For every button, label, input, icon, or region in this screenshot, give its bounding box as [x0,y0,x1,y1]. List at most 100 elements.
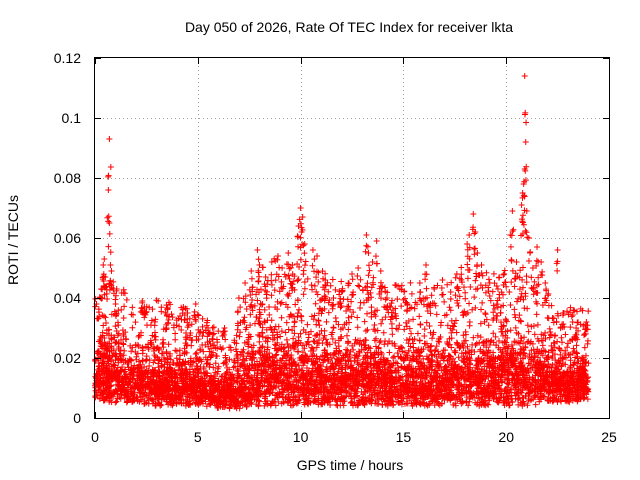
data-point [455,354,462,361]
data-point [112,340,119,347]
data-point [498,326,505,333]
data-point [257,321,264,328]
data-point [450,401,457,408]
data-point [261,402,268,409]
data-point [329,335,336,342]
data-point [384,340,391,347]
data-point [453,329,460,336]
data-point [499,328,506,335]
data-point [532,401,539,408]
data-point [465,402,472,409]
data-point [283,336,290,343]
data-point [245,343,252,350]
data-point [342,357,349,364]
data-point [428,342,435,349]
data-point [275,323,282,330]
data-point [334,402,341,409]
data-point [531,331,538,338]
data-point [490,330,497,337]
data-point [451,349,458,356]
data-point [214,365,221,372]
data-point [567,357,574,364]
data-point [176,347,183,354]
chart-title: Day 050 of 2026, Rate Of TEC Index for r… [185,19,513,35]
data-point [146,362,153,369]
data-points [92,73,592,412]
data-point [562,347,569,354]
data-point [283,319,290,326]
data-point [386,349,393,356]
data-point [256,338,263,345]
data-point [173,355,180,362]
data-point [346,352,353,359]
data-point [545,360,552,367]
data-point [344,332,351,339]
data-point [285,326,292,333]
data-point [96,337,103,344]
data-point [271,335,278,342]
data-point [298,317,305,324]
data-point [429,335,436,342]
data-point [282,329,289,336]
data-point [323,318,330,325]
data-point [221,359,228,366]
data-point [119,363,126,370]
data-point [278,314,285,321]
data-point [570,345,577,352]
data-point [406,336,413,343]
data-point [362,327,369,334]
data-point [121,347,128,354]
data-point [143,353,150,360]
data-point [285,343,292,350]
data-point [404,372,411,379]
data-point [291,319,298,326]
data-point [278,328,285,335]
data-point [333,401,340,408]
data-point [281,344,288,351]
data-point [352,336,359,343]
data-point [508,342,515,349]
data-point [403,337,410,344]
data-point [477,334,484,341]
data-point [128,348,135,355]
data-point [427,348,434,355]
data-point [426,347,433,354]
data-point [525,328,532,335]
data-point [556,345,563,352]
data-point [304,321,311,328]
data-point [330,324,337,331]
data-point [550,339,557,346]
data-point [316,322,323,329]
data-point [203,360,210,367]
data-point [223,360,230,367]
data-point [390,354,397,361]
data-point [528,323,535,330]
data-point [433,343,440,350]
data-point [485,322,492,329]
data-point [448,329,455,336]
data-point [414,330,421,337]
data-point [486,341,493,348]
data-point [444,384,451,391]
data-point [524,402,531,409]
data-point [492,333,499,340]
data-point [203,403,210,410]
data-point [255,331,262,338]
data-point [210,364,217,371]
data-point [290,335,297,342]
data-point [492,391,499,398]
data-point [364,326,371,333]
data-point [245,349,252,356]
data-point [458,350,465,357]
data-point [573,342,580,349]
data-point [155,357,162,364]
data-point [273,342,280,349]
data-point [256,398,263,405]
data-point [113,398,120,405]
data-point [416,337,423,344]
data-point [440,347,447,354]
data-point [165,341,172,348]
data-point [524,322,531,329]
